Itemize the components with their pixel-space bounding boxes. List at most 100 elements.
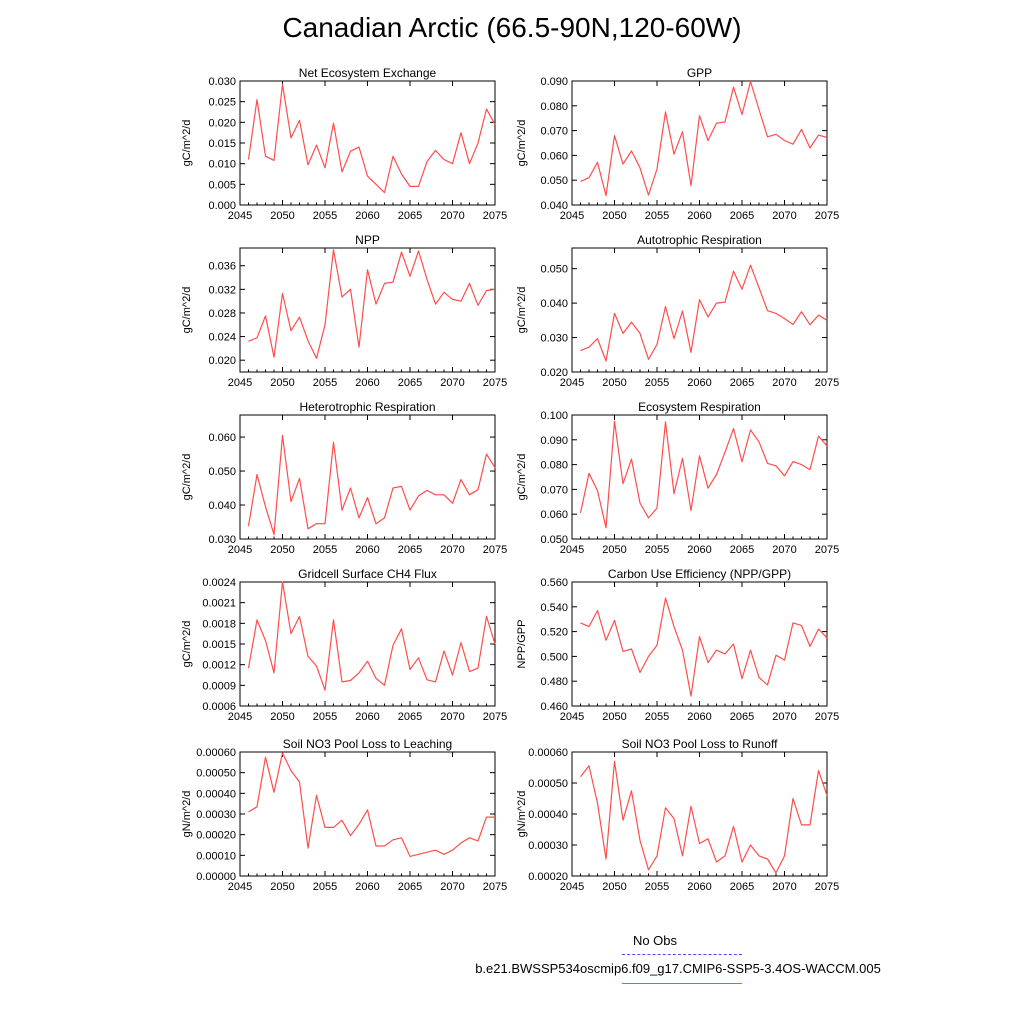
y-tick-label: 0.520 <box>540 627 568 639</box>
y-axis-label: gC/m^2/d <box>516 454 528 501</box>
series-line <box>579 420 828 529</box>
x-tick-label: 2055 <box>645 377 669 389</box>
x-tick-label: 2065 <box>730 377 754 389</box>
x-tick-label: 2060 <box>355 881 379 893</box>
legend-case-swatch <box>622 983 742 984</box>
x-tick-label: 2075 <box>815 210 839 222</box>
x-tick-label: 2065 <box>398 881 422 893</box>
y-tick-label: 0.010 <box>208 159 236 171</box>
y-tick-label: 0.00030 <box>196 809 236 821</box>
x-tick-label: 2060 <box>355 711 379 723</box>
series-line <box>248 752 495 858</box>
x-tick-label: 2055 <box>645 210 669 222</box>
y-tick-label: 0.060 <box>540 150 568 162</box>
y-tick-label: 0.005 <box>208 179 236 191</box>
y-tick-label: 0.100 <box>540 410 568 422</box>
x-tick-label: 2075 <box>483 711 507 723</box>
y-tick-label: 0.090 <box>540 76 568 88</box>
x-tick-label: 2065 <box>398 210 422 222</box>
x-tick-label: 2075 <box>815 881 839 893</box>
x-tick-label: 2055 <box>313 377 337 389</box>
panel-title: Net Ecosystem Exchange <box>299 66 437 80</box>
series-line <box>248 249 496 359</box>
y-tick-label: 0.00060 <box>196 747 236 759</box>
x-tick-label: 2060 <box>687 377 711 389</box>
y-tick-label: 0.00040 <box>528 809 568 821</box>
x-tick-label: 2075 <box>483 881 507 893</box>
panel-title: Gridcell Surface CH4 Flux <box>298 567 437 581</box>
y-tick-label: 0.024 <box>208 332 236 344</box>
x-tick-label: 2070 <box>772 711 796 723</box>
legend-obs-label: No Obs <box>632 933 678 948</box>
panel-frame <box>571 247 828 373</box>
y-tick-label: 0.040 <box>540 298 568 310</box>
x-tick-label: 2055 <box>645 544 669 556</box>
x-tick-label: 2065 <box>730 881 754 893</box>
panel-title: GPP <box>687 66 712 80</box>
x-tick-label: 2045 <box>228 377 252 389</box>
y-tick-label: 0.00010 <box>196 850 236 862</box>
x-tick-label: 2050 <box>602 544 626 556</box>
y-tick-label: 0.0006 <box>202 701 236 713</box>
panel-title: Ecosystem Respiration <box>638 400 761 414</box>
y-tick-label: 0.040 <box>208 500 236 512</box>
series-line <box>580 760 828 874</box>
x-tick-label: 2050 <box>270 881 294 893</box>
y-tick-label: 0.080 <box>540 460 568 472</box>
series-line <box>580 80 828 197</box>
series-line <box>580 264 828 362</box>
y-tick-label: 0.540 <box>540 602 568 614</box>
y-tick-label: 0.0021 <box>202 598 236 610</box>
y-tick-label: 0.000 <box>208 200 236 212</box>
x-tick-label: 2065 <box>398 711 422 723</box>
x-tick-label: 2050 <box>602 377 626 389</box>
x-tick-label: 2070 <box>440 881 464 893</box>
y-axis-label: gC/m^2/d <box>181 454 193 501</box>
x-tick-label: 2050 <box>270 544 294 556</box>
x-tick-label: 2065 <box>730 210 754 222</box>
x-tick-label: 2045 <box>228 544 252 556</box>
x-tick-label: 2060 <box>687 210 711 222</box>
x-tick-label: 2070 <box>772 377 796 389</box>
x-tick-label: 2045 <box>228 210 252 222</box>
x-tick-label: 2075 <box>483 377 507 389</box>
x-tick-label: 2045 <box>560 544 584 556</box>
x-tick-label: 2065 <box>398 377 422 389</box>
panel-title: Carbon Use Efficiency (NPP/GPP) <box>608 567 791 581</box>
x-tick-label: 2075 <box>483 210 507 222</box>
y-tick-label: 0.030 <box>540 333 568 345</box>
x-tick-label: 2050 <box>270 377 294 389</box>
y-tick-label: 0.0018 <box>202 618 236 630</box>
series-line <box>580 597 828 697</box>
x-tick-label: 2070 <box>772 544 796 556</box>
y-tick-label: 0.00040 <box>196 788 236 800</box>
y-axis-label: gC/m^2/d <box>516 120 528 167</box>
y-axis-label: gN/m^2/d <box>516 791 528 838</box>
x-tick-label: 2050 <box>270 210 294 222</box>
series-line <box>247 434 496 536</box>
x-tick-label: 2065 <box>398 544 422 556</box>
x-tick-label: 2070 <box>772 881 796 893</box>
series-line <box>247 83 496 194</box>
panel-title: Autotrophic Respiration <box>637 233 762 247</box>
y-tick-label: 0.060 <box>208 432 236 444</box>
y-tick-label: 0.070 <box>540 126 568 138</box>
panel-frame <box>239 247 496 373</box>
x-tick-label: 2045 <box>228 711 252 723</box>
x-tick-label: 2070 <box>440 377 464 389</box>
legend-obs-swatch <box>622 954 742 955</box>
y-tick-label: 0.032 <box>208 284 236 296</box>
y-tick-label: 0.050 <box>540 175 568 187</box>
y-tick-label: 0.0015 <box>202 639 236 651</box>
panel-title: Heterotrophic Respiration <box>299 400 435 414</box>
x-tick-label: 2055 <box>645 881 669 893</box>
y-tick-label: 0.020 <box>540 367 568 379</box>
x-tick-label: 2060 <box>355 544 379 556</box>
y-tick-label: 0.00050 <box>196 768 236 780</box>
panel-frame <box>239 80 496 206</box>
y-tick-label: 0.050 <box>208 466 236 478</box>
y-tick-label: 0.020 <box>208 117 236 129</box>
y-axis-label: gC/m^2/d <box>181 120 193 167</box>
x-tick-label: 2065 <box>730 711 754 723</box>
